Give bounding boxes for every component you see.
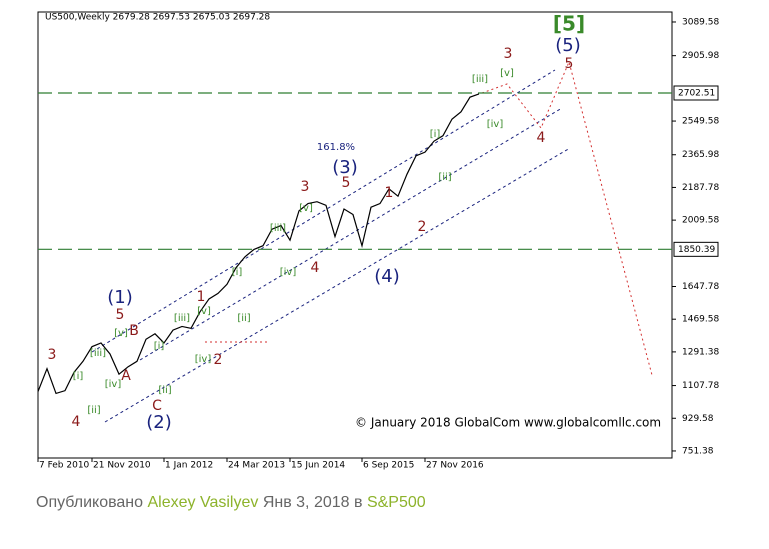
x-tick-label: 21 Nov 2010 xyxy=(93,461,151,471)
wave-label: [iii] xyxy=(270,223,286,234)
y-tick-label: 2905.98 xyxy=(682,51,719,61)
wave-label: [i] xyxy=(430,129,441,140)
wave-label: [i] xyxy=(154,341,165,352)
wave-label: [iv] xyxy=(487,119,504,130)
y-tick-label: 1647.78 xyxy=(682,282,719,292)
wave-label: [v] xyxy=(299,203,313,214)
wave-label: 161.8% xyxy=(317,142,355,153)
wave-label: 5 xyxy=(565,56,574,72)
wave-label: [v] xyxy=(500,68,514,79)
wave-label: [ii] xyxy=(158,385,171,396)
wave-label: 1 xyxy=(385,185,394,201)
y-tick-label: 1291.38 xyxy=(682,347,719,357)
channel-lines xyxy=(91,69,571,423)
chart-header: US500,Weekly 2679.28 2697.53 2675.03 269… xyxy=(45,13,270,23)
wave-label: (3) xyxy=(332,157,358,178)
wave-label: [iv] xyxy=(195,354,212,365)
y-tick-label: 929.58 xyxy=(682,414,714,424)
wave-label: [iv] xyxy=(280,267,297,278)
wave-label: B xyxy=(129,323,139,339)
copyright: © January 2018 GlobalCom www.globalcomll… xyxy=(355,416,661,430)
level-label-box xyxy=(673,241,719,257)
wave-label: [i] xyxy=(232,267,243,278)
wave-label: 3 xyxy=(301,179,310,195)
footer: Опубликовано Alexey Vasilyev Янв 3, 2018… xyxy=(36,494,426,512)
price-line xyxy=(37,93,480,395)
y-tick-label: 2187.78 xyxy=(682,183,719,193)
plot-frame xyxy=(37,11,673,459)
wave-label: 3 xyxy=(504,46,513,62)
wave-label: [5] xyxy=(553,12,585,36)
wave-label: 4 xyxy=(311,260,320,276)
wave-label: 2 xyxy=(214,352,223,368)
wave-label: [v] xyxy=(197,306,211,317)
x-tick-label: 1 Jan 2012 xyxy=(165,461,213,471)
wave-label: 3 xyxy=(48,347,57,363)
wave-label: (4) xyxy=(374,266,400,287)
wave-label: [ii] xyxy=(87,405,100,416)
wave-label: (2) xyxy=(146,412,172,433)
wave-label: 2 xyxy=(418,219,427,235)
x-tick-label: 15 Jun 2014 xyxy=(291,461,345,471)
y-tick-label: 2549.58 xyxy=(682,117,719,127)
wave-label: [iii] xyxy=(472,74,488,85)
level-label: 2702.51 xyxy=(678,88,715,98)
y-tick-label: 751.38 xyxy=(682,446,714,456)
x-tick-label: 24 Mar 2013 xyxy=(228,461,285,471)
x-tick-label: 7 Feb 2010 xyxy=(39,461,90,471)
wave-label: [iii] xyxy=(174,313,190,324)
y-tick-label: 2365.98 xyxy=(682,150,719,160)
wave-label: (5) xyxy=(555,35,581,56)
wave-label: [iv] xyxy=(105,379,122,390)
author-link[interactable]: Alexey Vasilyev xyxy=(147,494,259,511)
wave-label: [i] xyxy=(73,371,84,382)
y-tick-label: 1107.78 xyxy=(682,381,719,391)
wave-label: A xyxy=(121,368,131,384)
wave-label: [iii] xyxy=(90,348,106,359)
chart: US500,Weekly 2679.28 2697.53 2675.03 269… xyxy=(37,11,719,471)
y-tick-label: 1469.58 xyxy=(682,315,719,325)
y-tick-label: 2009.58 xyxy=(682,216,719,226)
wave-label: [v] xyxy=(114,328,128,339)
wave-label: 4 xyxy=(72,414,81,430)
wave-label: C xyxy=(152,398,162,414)
wave-label: 1 xyxy=(197,289,206,305)
projection-path xyxy=(481,60,653,376)
symbol-link[interactable]: S&P500 xyxy=(366,494,426,511)
x-tick-label: 27 Nov 2016 xyxy=(426,461,484,471)
footer-prefix: Опубликовано xyxy=(36,494,144,511)
wave-label: 5 xyxy=(116,307,125,323)
wave-label: 5 xyxy=(342,175,351,191)
y-tick-label: 3089.58 xyxy=(682,17,719,27)
level-label-box xyxy=(673,85,719,101)
wave-label: [ii] xyxy=(237,313,250,324)
footer-date: Янв 3, 2018 в xyxy=(262,494,363,511)
x-tick-label: 6 Sep 2015 xyxy=(363,461,414,471)
wave-label: (1) xyxy=(107,287,133,308)
wave-label: [ii] xyxy=(438,172,451,183)
wave-label: 4 xyxy=(537,130,546,146)
level-label: 1850.39 xyxy=(678,245,715,255)
